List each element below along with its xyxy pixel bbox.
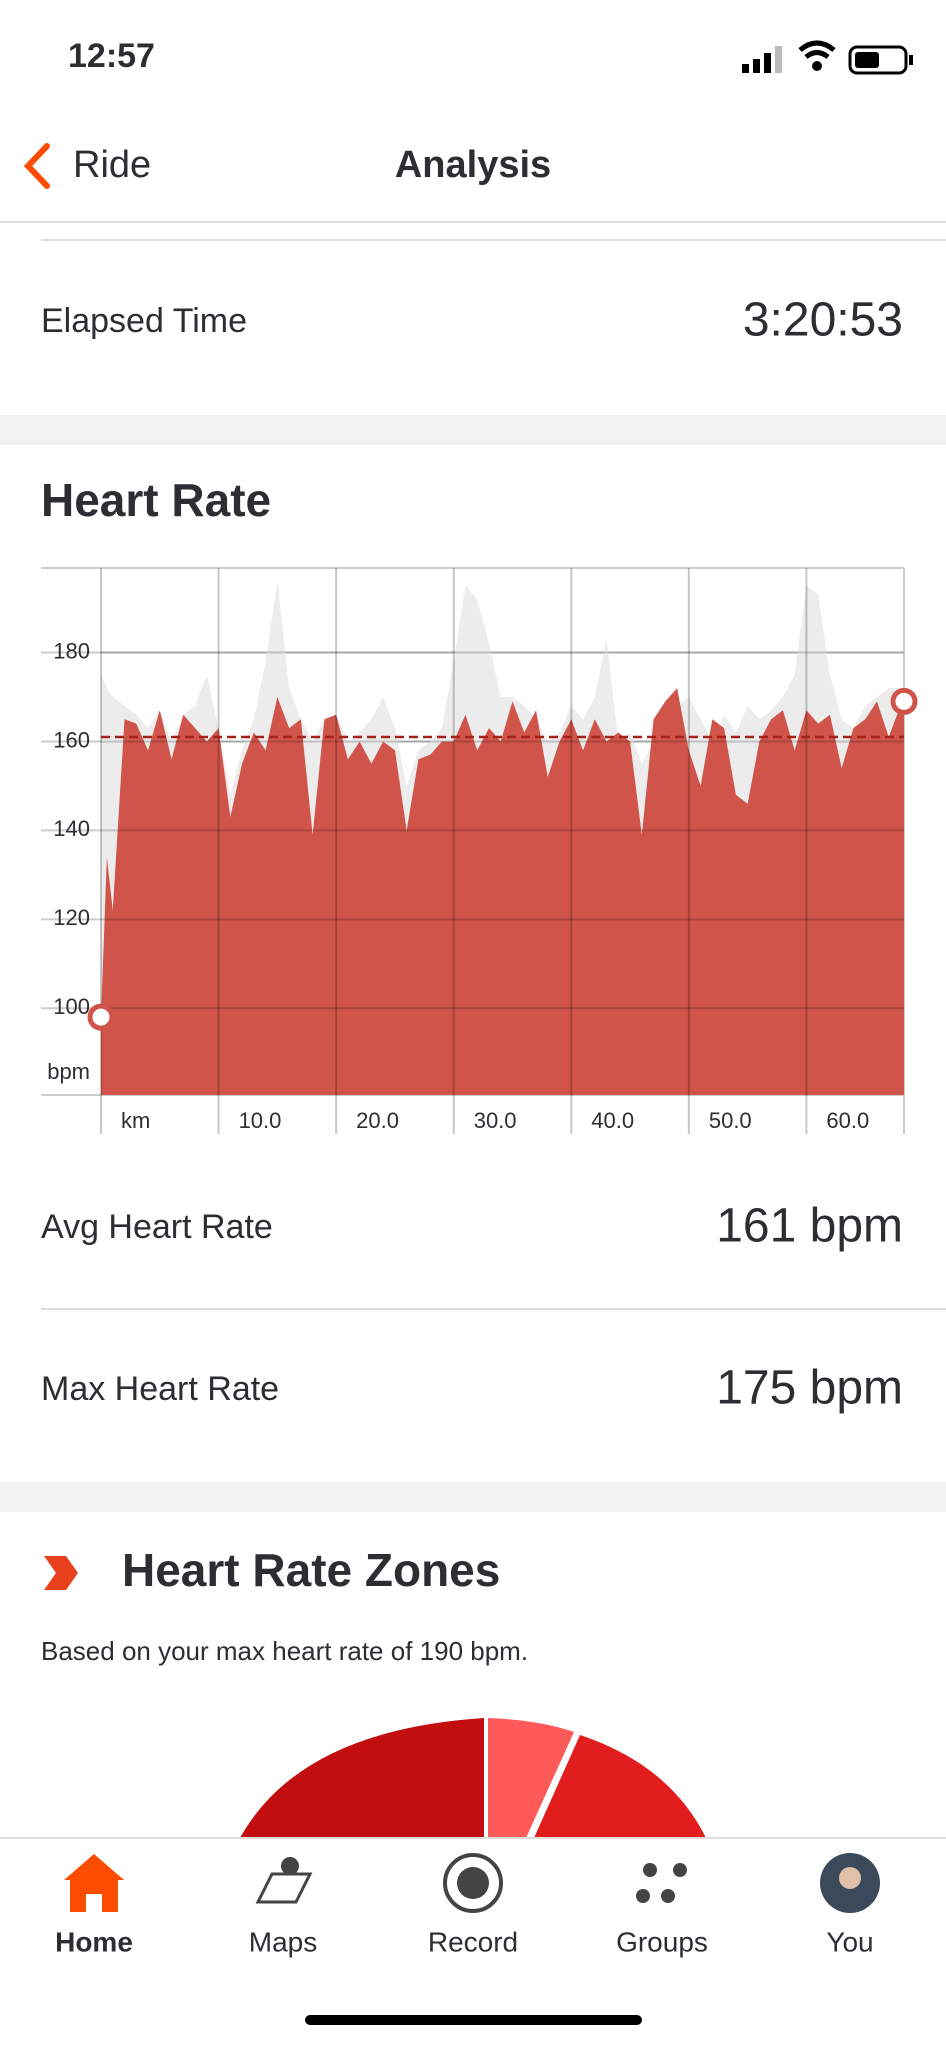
row-value: 175 bpm [716, 1362, 903, 1415]
row-value: 3:20:53 [743, 294, 903, 347]
avatar[interactable] [820, 1853, 880, 1913]
section-title: Heart Rate Zones [122, 1544, 500, 1596]
zones-subtitle: Based on your max heart rate of 190 bpm. [41, 1636, 528, 1666]
tab-label[interactable]: Record [428, 1926, 518, 1957]
status-icons [742, 40, 913, 75]
section-gap [0, 415, 946, 445]
y-tick-label: 100 [53, 994, 90, 1019]
home-indicator [305, 2015, 642, 2025]
y-axis-label: bpm [47, 1059, 90, 1084]
tab-label[interactable]: Home [55, 1926, 133, 1957]
back-chevron[interactable] [23, 143, 50, 189]
nav-title: Analysis [395, 144, 551, 186]
x-tick-label: 20.0 [356, 1108, 399, 1133]
x-tick-label: km [121, 1108, 150, 1133]
tab-label[interactable]: Groups [616, 1926, 708, 1957]
row-label: Max Heart Rate [41, 1370, 279, 1408]
status-time: 12:57 [68, 37, 155, 75]
maps-icon[interactable] [255, 1857, 313, 1904]
area [101, 688, 904, 1095]
zones-donut [240, 1718, 706, 1838]
heart-rate-chart: bpm 100 120 140 160 180 km 10.0 20.0 30.0 40.0 50.… [41, 567, 918, 1134]
row-label: Elapsed Time [41, 302, 247, 340]
endpoint-marker [87, 1003, 115, 1031]
record-icon[interactable] [443, 1853, 503, 1913]
x-tick-label: 30.0 [474, 1108, 517, 1133]
zones-icon [44, 1556, 78, 1590]
section-title: Heart Rate [41, 474, 271, 526]
x-tick-label: 10.0 [239, 1108, 282, 1133]
tab-label[interactable]: You [826, 1926, 873, 1957]
x-tick-label: 40.0 [591, 1108, 634, 1133]
home-icon[interactable] [64, 1854, 124, 1912]
groups-icon[interactable] [636, 1863, 687, 1903]
y-tick-label: 120 [53, 905, 90, 930]
section-gap [0, 1482, 946, 1512]
back-link[interactable]: Ride [73, 144, 151, 186]
y-tick-label: 160 [53, 727, 90, 752]
tab-label[interactable]: Maps [249, 1926, 317, 1957]
row-value: 161 bpm [716, 1200, 903, 1253]
x-tick-label: 60.0 [826, 1108, 869, 1133]
row-label: Avg Heart Rate [41, 1208, 273, 1246]
y-tick-label: 140 [53, 816, 90, 841]
x-tick-label: 50.0 [709, 1108, 752, 1133]
y-tick-label: 180 [53, 638, 90, 663]
endpoint-marker [890, 687, 918, 715]
